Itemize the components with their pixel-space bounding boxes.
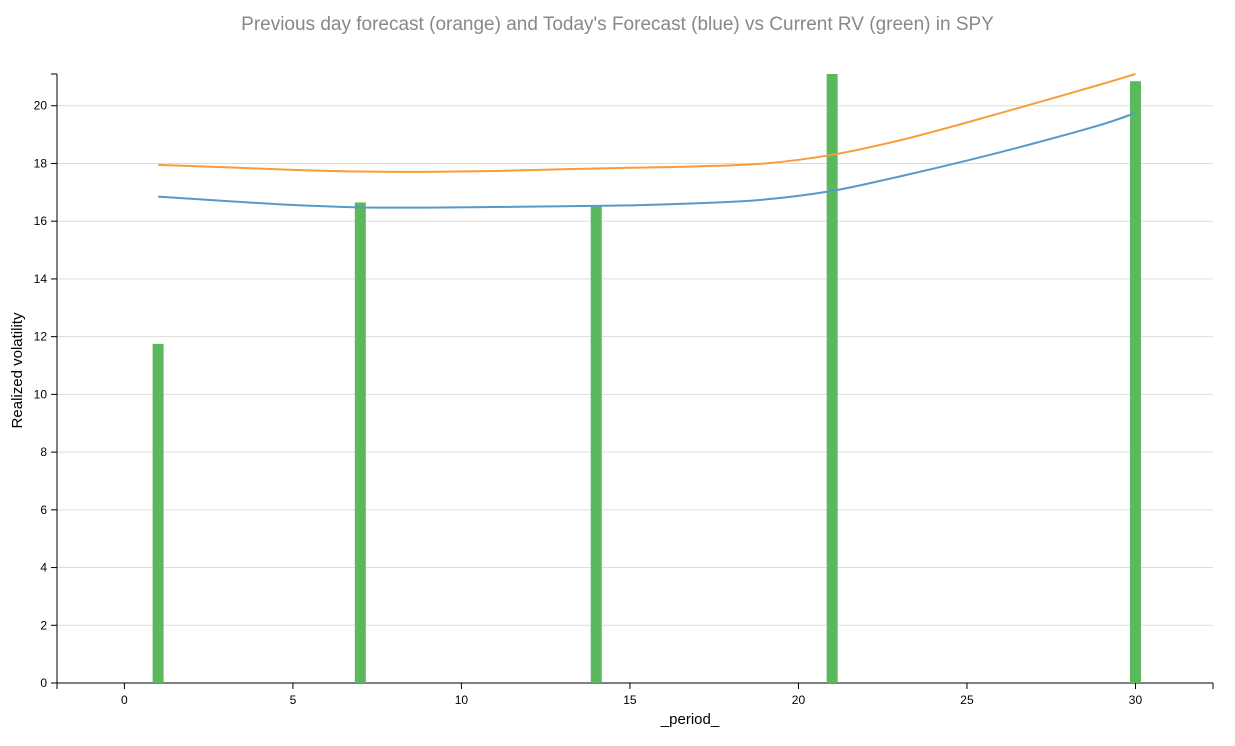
bar [1129,81,1141,683]
y-axis-title: Realized volatility [9,312,26,428]
x-tick-label: 0 [121,693,128,707]
x-tick-label: 10 [455,693,469,707]
x-axis-title: _period_ [660,711,720,728]
y-tick-label: 12 [34,330,48,344]
y-tick-label: 0 [40,676,47,690]
y-tick-label: 4 [40,561,47,575]
y-tick-label: 20 [34,99,48,113]
chart-title: Previous day forecast (orange) and Today… [241,14,994,35]
bar [826,74,838,683]
x-tick-label: 30 [1129,693,1143,707]
x-tick-label: 15 [623,693,637,707]
x-tick-label: 25 [960,693,974,707]
y-tick-label: 16 [34,214,48,228]
y-tick-label: 2 [40,618,47,632]
y-tick-label: 14 [34,272,48,286]
x-tick-label: 5 [290,693,297,707]
y-tick-label: 10 [34,387,48,401]
y-tick-label: 8 [40,445,47,459]
bar [354,202,366,683]
bar [152,343,164,683]
bar [590,205,602,683]
y-tick-label: 18 [34,156,48,170]
todays-forecast-line [158,112,1136,209]
x-tick-label: 20 [792,693,806,707]
previous-forecast-line [158,73,1136,173]
y-tick-label: 6 [40,503,47,517]
